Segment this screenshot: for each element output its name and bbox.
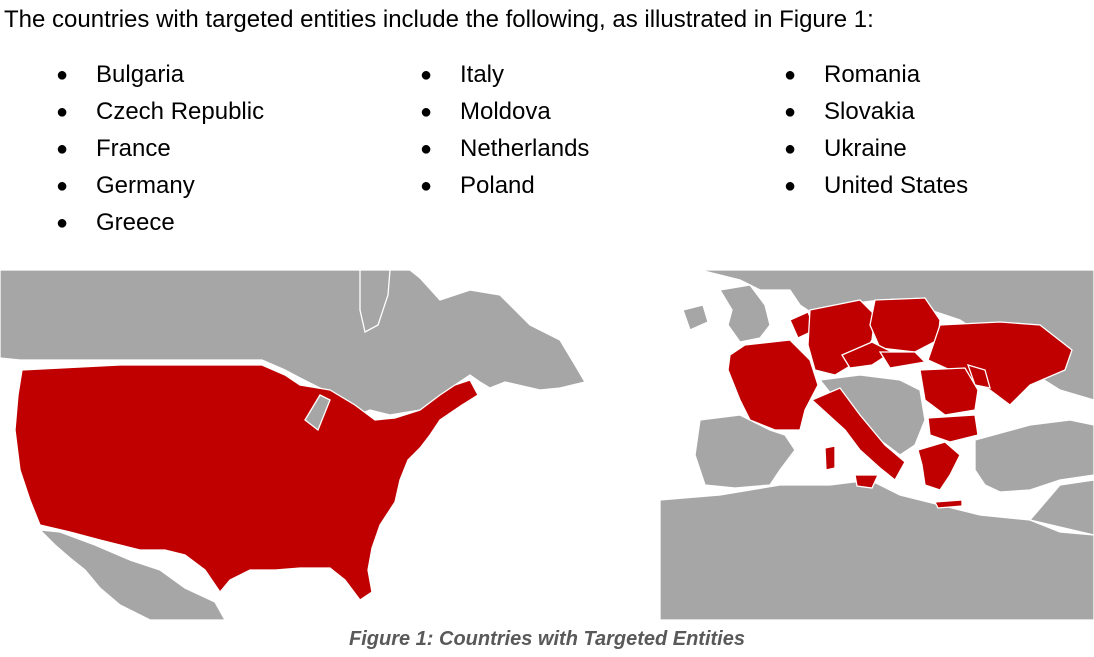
arctic-island-land bbox=[359, 269, 391, 333]
great-britain-land bbox=[718, 284, 771, 343]
bullet-icon: ● bbox=[56, 64, 69, 86]
list-item: ● France bbox=[56, 134, 264, 171]
intro-text: The countries with targeted entities inc… bbox=[4, 6, 874, 33]
country-name: Poland bbox=[460, 172, 535, 199]
north-africa-land bbox=[659, 479, 1094, 621]
country-name: Greece bbox=[96, 209, 175, 236]
sicily-map-shape bbox=[854, 474, 880, 489]
country-name: Netherlands bbox=[460, 135, 590, 162]
slovakia-map-shape bbox=[878, 351, 927, 369]
country-list-column-3: ● Romania ● Slovakia ● Ukraine ● United Stat… bbox=[784, 60, 968, 208]
poland-map-shape bbox=[869, 297, 941, 353]
north-america-map bbox=[0, 269, 587, 621]
romania-map-shape bbox=[919, 367, 979, 416]
iberia-land bbox=[694, 414, 796, 489]
bullet-icon: ● bbox=[420, 175, 433, 197]
bullet-icon: ● bbox=[784, 64, 797, 86]
country-name: Czech Republic bbox=[96, 98, 265, 125]
country-list-column-2: ● Italy ● Moldova ● Netherlands ● Poland bbox=[420, 60, 589, 208]
italy-map-shape bbox=[810, 387, 906, 481]
country-list-column-1: ● Bulgaria ● Czech Republic ● France ● Germa… bbox=[56, 60, 264, 245]
bullet-icon: ● bbox=[420, 101, 433, 123]
country-name: Germany bbox=[96, 172, 195, 199]
list-item: ● Netherlands bbox=[420, 134, 589, 171]
canada-land bbox=[0, 269, 587, 421]
list-item: ● Germany bbox=[56, 171, 264, 208]
turkey-land bbox=[974, 419, 1094, 493]
czech-republic-map-shape bbox=[841, 341, 894, 369]
united-states-map-shape bbox=[14, 364, 479, 601]
crete-map-shape bbox=[933, 499, 963, 509]
great-lakes-land-detail bbox=[304, 394, 331, 432]
country-name: United States bbox=[824, 172, 969, 199]
bulgaria-map-shape bbox=[927, 414, 979, 443]
list-item: ● Czech Republic bbox=[56, 97, 264, 134]
bullet-icon: ● bbox=[420, 64, 433, 86]
country-name: Romania bbox=[824, 61, 921, 88]
middle-east-land bbox=[1028, 479, 1094, 536]
bullet-icon: ● bbox=[784, 101, 797, 123]
country-name: France bbox=[96, 135, 171, 162]
country-name: Bulgaria bbox=[96, 61, 185, 88]
bullet-icon: ● bbox=[784, 175, 797, 197]
europe-map bbox=[659, 269, 1094, 621]
targeted-countries-map-figure bbox=[0, 269, 1094, 621]
bullet-icon: ● bbox=[56, 212, 69, 234]
list-item: ● Poland bbox=[420, 171, 589, 208]
list-item: ● Bulgaria bbox=[56, 60, 264, 97]
moldova-map-shape bbox=[966, 364, 991, 389]
list-item: ● Moldova bbox=[420, 97, 589, 134]
country-name: Italy bbox=[460, 61, 505, 88]
list-item: ● United States bbox=[784, 171, 968, 208]
greece-map-shape bbox=[917, 441, 961, 491]
list-item: ● Italy bbox=[420, 60, 589, 97]
list-item: ● Romania bbox=[784, 60, 968, 97]
map-illustration bbox=[0, 269, 1094, 621]
bullet-icon: ● bbox=[784, 138, 797, 160]
list-item: ● Greece bbox=[56, 208, 264, 245]
bullet-icon: ● bbox=[420, 138, 433, 160]
ireland-land bbox=[682, 304, 709, 331]
country-name: Slovakia bbox=[824, 98, 915, 125]
bullet-icon: ● bbox=[56, 138, 69, 160]
country-name: Moldova bbox=[460, 98, 551, 125]
figure-caption: Figure 1: Countries with Targeted Entiti… bbox=[349, 628, 745, 650]
bullet-icon: ● bbox=[56, 175, 69, 197]
france-map-shape bbox=[727, 339, 819, 431]
list-item: ● Ukraine bbox=[784, 134, 968, 171]
bullet-icon: ● bbox=[56, 101, 69, 123]
sardinia-map-shape bbox=[824, 445, 836, 471]
list-item: ● Slovakia bbox=[784, 97, 968, 134]
country-name: Ukraine bbox=[824, 135, 907, 162]
